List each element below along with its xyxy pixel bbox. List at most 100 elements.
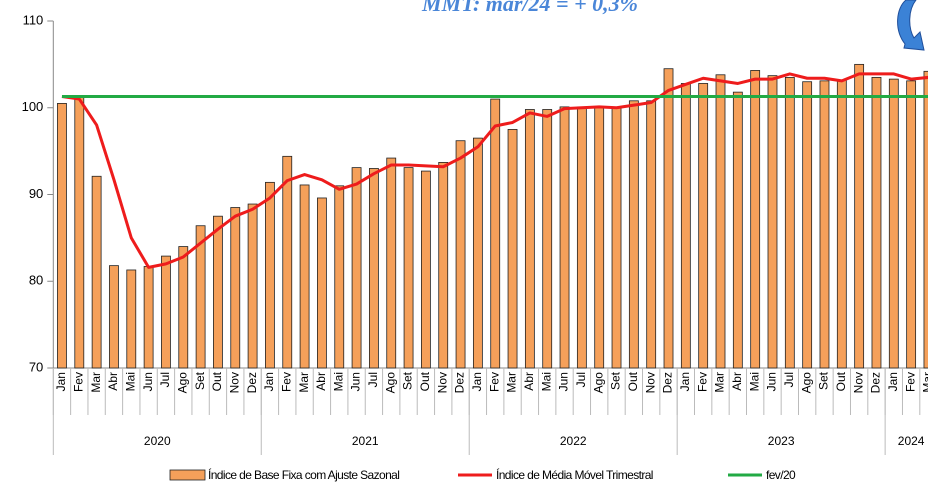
x-tick-label: Jun <box>557 372 571 391</box>
x-tick-label: Mai <box>331 372 345 391</box>
x-tick-label: Mai <box>123 372 137 391</box>
bar <box>247 203 258 369</box>
y-tick-label: 90 <box>29 186 43 201</box>
x-tick-label: Nov <box>851 372 865 393</box>
bar <box>836 79 847 369</box>
x-tick-label: Mar <box>713 372 727 393</box>
bar <box>715 74 726 369</box>
bar <box>334 185 345 369</box>
bar <box>265 181 275 369</box>
bar <box>750 70 761 369</box>
x-tick-label: Jan <box>678 372 692 391</box>
bar <box>767 75 778 369</box>
bar <box>161 255 171 369</box>
year-label: 2021 <box>352 434 379 448</box>
x-tick-label: Nov <box>435 372 449 393</box>
bar <box>594 106 605 369</box>
y-tick-label: 80 <box>29 273 43 288</box>
y-tick-label: 70 <box>29 359 43 374</box>
bar <box>230 207 241 369</box>
x-tick-label: Jan <box>470 372 484 391</box>
bar <box>369 168 379 369</box>
year-label: 2020 <box>144 434 171 448</box>
x-tick-label: Jan <box>886 372 900 391</box>
x-tick-label: Fev <box>903 372 917 392</box>
bar <box>420 170 431 369</box>
bar <box>646 100 657 369</box>
bar <box>663 68 674 369</box>
bar <box>854 63 865 369</box>
x-tick-label: Ago <box>175 372 189 394</box>
bar <box>906 80 917 369</box>
bar <box>698 83 709 369</box>
arrow-icon <box>897 0 925 51</box>
x-tick-label: Jun <box>349 372 363 391</box>
x-tick-label: Jul <box>574 372 588 387</box>
bar <box>126 269 137 369</box>
bar <box>386 157 397 369</box>
bar <box>438 162 449 369</box>
bar <box>802 81 813 369</box>
bar <box>628 100 639 369</box>
x-tick-label: Jun <box>141 372 155 391</box>
x-tick-label: Abr <box>730 372 744 391</box>
y-tick-label: 110 <box>23 12 44 27</box>
bar <box>91 175 102 369</box>
year-label: 2022 <box>560 434 587 448</box>
y-tick-label: 100 <box>22 99 44 114</box>
x-tick-label: Dez <box>245 372 259 393</box>
x-tick-label: Fev <box>279 372 293 392</box>
bar <box>784 76 795 369</box>
bar <box>507 129 518 369</box>
annotation: MMT: mar/24 = + 0,3% <box>421 0 638 16</box>
bar <box>178 246 189 369</box>
year-label: 2023 <box>768 434 795 448</box>
x-tick-label: Abr <box>106 372 120 391</box>
x-tick-label: Dez <box>661 372 675 393</box>
x-tick-label: Jul <box>782 372 796 387</box>
bar <box>542 109 553 369</box>
line <box>61 72 928 269</box>
bar <box>923 70 928 369</box>
bar <box>74 96 85 369</box>
bar <box>524 109 535 369</box>
bar <box>680 83 691 369</box>
legend-swatch <box>169 469 206 481</box>
bar <box>472 137 483 369</box>
x-tick-label: Out <box>418 371 432 391</box>
x-tick-label: Set <box>817 371 831 390</box>
x-tick-label: Out <box>834 371 848 391</box>
bar <box>559 106 570 369</box>
bar <box>57 103 67 369</box>
legend-label: Índice de Base Fixa com Ajuste Sazonal <box>208 467 399 482</box>
x-tick-label: Abr <box>522 372 536 391</box>
x-tick-label: Nov <box>227 372 241 393</box>
x-tick-label: Mar <box>921 372 928 393</box>
x-tick-label: Out <box>210 371 224 391</box>
bar <box>490 98 501 369</box>
bar <box>888 78 899 369</box>
x-tick-label: Mai <box>539 372 553 391</box>
x-tick-label: Mar <box>505 372 519 393</box>
x-tick-label: Set <box>193 371 207 390</box>
bar <box>819 80 830 369</box>
x-tick-label: Ago <box>383 372 397 394</box>
bar <box>455 140 466 369</box>
bar <box>351 167 362 369</box>
x-tick-label: Set <box>609 371 623 390</box>
x-tick-label: Nov <box>643 372 657 393</box>
bar <box>213 215 223 369</box>
bar <box>732 91 743 369</box>
x-tick-label: Fev <box>71 372 85 392</box>
bar <box>282 155 293 369</box>
x-tick-label: Mar <box>297 372 311 393</box>
bar <box>143 266 154 369</box>
x-tick-label: Jul <box>366 372 380 387</box>
bar <box>871 76 882 369</box>
x-tick-label: Out <box>626 371 640 391</box>
x-tick-label: Ago <box>799 372 813 394</box>
x-tick-label: Dez <box>869 372 883 393</box>
bar <box>403 167 414 369</box>
x-tick-label: Mar <box>89 372 103 393</box>
